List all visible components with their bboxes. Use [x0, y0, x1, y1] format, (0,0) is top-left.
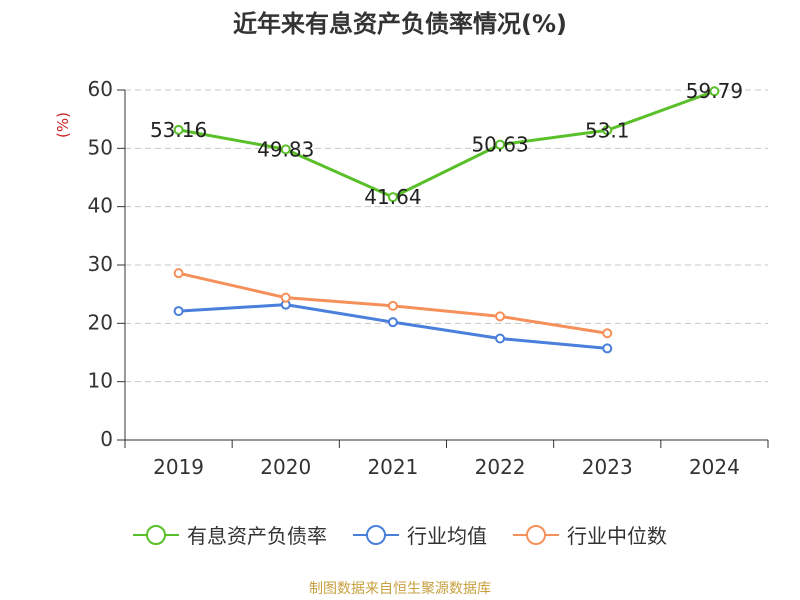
x-tick-label: 2022 [475, 455, 526, 479]
data-point [173, 306, 184, 317]
x-tick-label: 2021 [367, 455, 418, 479]
y-tick-label: 30 [88, 252, 113, 276]
legend: 有息资产负债率 行业均值 行业中位数 [0, 520, 800, 549]
legend-swatch [353, 524, 399, 545]
chart-title: 近年来有息资产负债率情况(%) [233, 10, 567, 38]
data-label: 50.63 [471, 133, 528, 157]
data-label: 49.83 [257, 137, 314, 161]
data-point [173, 268, 184, 279]
legend-label: 有息资产负债率 [187, 524, 327, 548]
x-tick-label: 2024 [689, 455, 740, 479]
data-point [602, 343, 613, 354]
data-point [495, 333, 506, 344]
legend-swatch [513, 524, 559, 545]
legend-marker [366, 524, 386, 545]
data-point [602, 328, 613, 339]
series-lines [173, 86, 720, 354]
data-label: 59.79 [686, 79, 743, 103]
source-note: 制图数据来自恒生聚源数据库 [309, 581, 491, 597]
y-tick-label: 60 [88, 77, 113, 101]
data-point [280, 144, 291, 155]
y-tick-label: 20 [88, 310, 113, 334]
data-labels: 53.16 49.83 41.64 50.63 53.1 59.79 [150, 79, 743, 209]
data-point [387, 300, 398, 311]
legend-item: 行业均值 [353, 520, 487, 549]
data-point [709, 86, 720, 97]
data-label: 53.16 [150, 118, 207, 142]
data-point [387, 317, 398, 328]
legend-item: 有息资产负债率 [133, 520, 327, 549]
data-point [173, 124, 184, 135]
y-tick-label: 10 [88, 369, 113, 393]
legend-marker [526, 524, 546, 545]
data-label: 53.1 [585, 118, 630, 142]
y-axis-label: (%) [54, 112, 72, 138]
data-point [387, 192, 398, 203]
data-label: 41.64 [364, 185, 421, 209]
legend-swatch [133, 524, 179, 545]
y-tick-label: 40 [88, 194, 113, 218]
legend-label: 行业中位数 [567, 524, 667, 548]
data-point [495, 311, 506, 322]
legend-item: 行业中位数 [513, 520, 667, 549]
data-point [495, 139, 506, 150]
y-tick-label: 0 [100, 427, 113, 451]
legend-label: 行业均值 [407, 524, 487, 548]
x-tick-label: 2020 [260, 455, 311, 479]
axes: 0 10 20 30 40 50 60 (%) 2019 2020 2021 2022 2023 2024 [54, 77, 769, 479]
x-tick-label: 2019 [153, 455, 204, 479]
series-line-0 [178, 89, 715, 199]
data-point [280, 292, 291, 303]
data-point [602, 125, 613, 136]
grid-lines [125, 89, 768, 383]
y-tick-label: 50 [88, 135, 113, 159]
x-tick-label: 2023 [582, 455, 633, 479]
legend-marker [146, 524, 166, 545]
